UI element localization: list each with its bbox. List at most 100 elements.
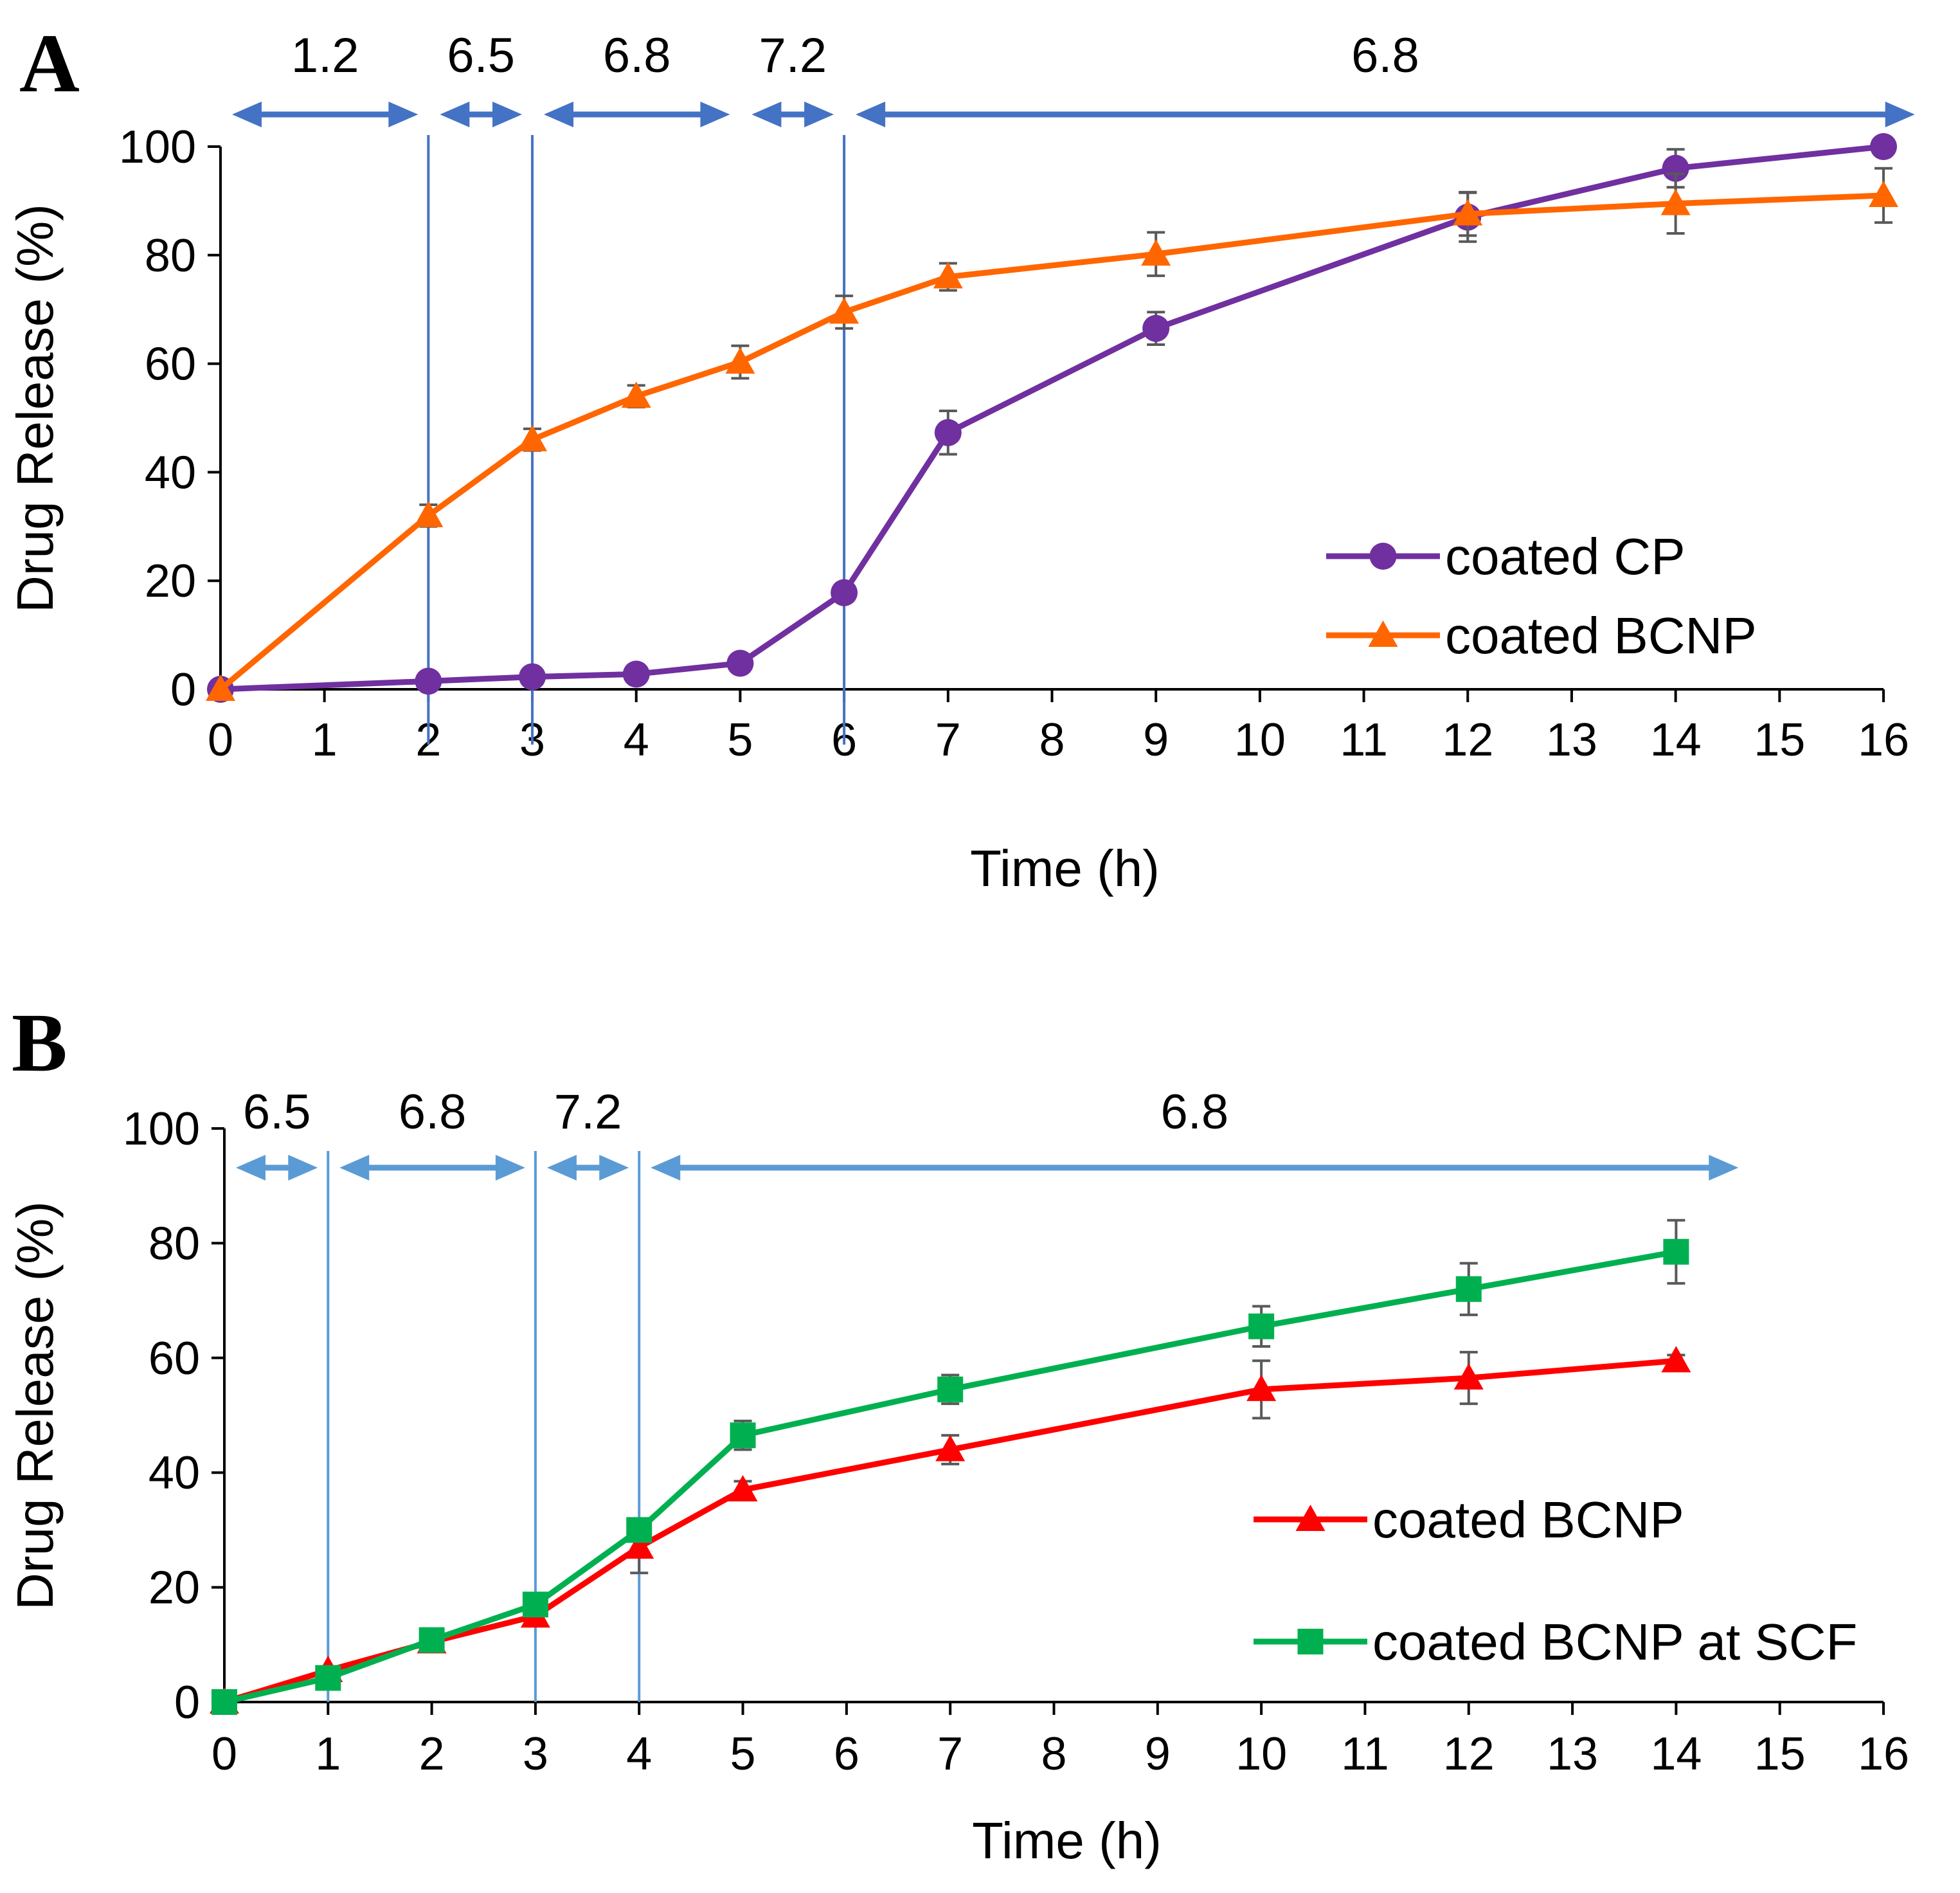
legend-label: coated CP (1445, 528, 1686, 585)
data-point-marker (1248, 1313, 1275, 1339)
x-tick-label: 7 (935, 714, 961, 766)
x-tick-label: 2 (419, 1728, 445, 1780)
ph-arrow-head-right (495, 1155, 525, 1181)
x-tick-label: 14 (1650, 714, 1702, 766)
x-tick-label: 4 (626, 1728, 652, 1780)
ph-label: 6.8 (399, 1085, 467, 1139)
ph-label: 6.8 (1351, 28, 1419, 83)
y-tick-label: 0 (170, 664, 196, 716)
x-tick-label: 7 (937, 1728, 963, 1780)
ph-arrow-head-left (232, 102, 262, 127)
y-tick-label: 80 (148, 1218, 200, 1269)
x-tick-label: 5 (727, 714, 753, 766)
x-tick-label: 9 (1145, 1728, 1171, 1780)
x-tick-label: 0 (211, 1728, 237, 1780)
data-point-marker (1455, 1276, 1482, 1302)
data-point-marker (517, 424, 548, 451)
data-point-marker (418, 1627, 445, 1653)
y-tick-label: 60 (148, 1333, 200, 1384)
ph-arrow-head-left (236, 1155, 265, 1181)
data-point-marker (622, 660, 650, 688)
data-point-marker (519, 663, 546, 691)
x-tick-label: 14 (1650, 1728, 1702, 1780)
ph-arrow-head-left (856, 102, 886, 127)
data-point-marker (933, 262, 963, 289)
data-point-marker (211, 1689, 237, 1715)
ph-arrow-head-left (546, 1155, 577, 1181)
ph-arrow-head-right (700, 102, 730, 127)
data-point-marker (1295, 1505, 1326, 1531)
data-point-marker (1660, 188, 1691, 215)
y-tick-label: 20 (145, 556, 196, 607)
x-tick-label: 8 (1039, 714, 1065, 766)
x-tick-label: 0 (208, 714, 233, 766)
ph-label: 6.8 (1160, 1085, 1228, 1139)
x-tick-label: 9 (1143, 714, 1169, 766)
data-point-marker (415, 667, 442, 695)
ph-arrow-head-left (651, 1155, 681, 1181)
data-point-marker (1246, 1374, 1277, 1401)
legend-entry: coated CP (1326, 528, 1686, 585)
x-tick-label: 15 (1754, 1728, 1806, 1780)
ph-arrow-head-right (1709, 1155, 1739, 1181)
data-point-marker (1869, 180, 1898, 207)
data-point-marker (937, 1376, 964, 1402)
x-tick-label: 11 (1340, 714, 1388, 766)
data-point-marker (728, 1474, 758, 1501)
data-point-marker (1297, 1629, 1324, 1654)
data-point-marker (1870, 133, 1897, 160)
data-point-marker (1661, 1346, 1691, 1373)
data-point-marker (935, 1435, 966, 1462)
data-point-marker (726, 649, 754, 677)
legend-entry: coated BCNP (1254, 1491, 1684, 1548)
panel-label: A (19, 17, 80, 110)
ph-label: 7.2 (554, 1085, 622, 1139)
ph-arrow-head-right (599, 1155, 629, 1181)
y-axis-title: Drug Release (%) (6, 204, 64, 613)
x-tick-label: 16 (1858, 714, 1909, 766)
data-point-marker (730, 1422, 756, 1449)
x-tick-label: 12 (1442, 714, 1493, 766)
data-point-marker (522, 1591, 548, 1618)
data-point-marker (315, 1665, 341, 1691)
data-point-marker (725, 347, 755, 374)
ph-label: 7.2 (759, 28, 827, 83)
y-tick-label: 60 (145, 339, 196, 390)
data-point-marker (624, 1532, 654, 1559)
x-tick-label: 10 (1234, 714, 1286, 766)
ph-label: 1.2 (291, 28, 359, 83)
ph-arrow-head-left (440, 102, 470, 127)
x-tick-label: 6 (834, 1728, 859, 1780)
panel-label: B (12, 997, 67, 1089)
data-point-marker (1141, 239, 1171, 266)
y-tick-label: 40 (145, 447, 196, 498)
legend-label: coated BCNP (1445, 607, 1757, 664)
series-coated-bcnp (206, 167, 1898, 701)
data-point-marker (413, 500, 444, 527)
ph-arrow-head-left (751, 102, 782, 127)
ph-arrow-head-right (804, 102, 834, 127)
data-point-marker (1662, 154, 1689, 182)
x-tick-label: 8 (1041, 1728, 1066, 1780)
x-tick-label: 13 (1546, 714, 1597, 766)
x-tick-label: 11 (1341, 1728, 1389, 1780)
ph-label: 6.5 (447, 28, 515, 83)
x-tick-label: 5 (730, 1728, 756, 1780)
x-tick-label: 3 (523, 1728, 548, 1780)
data-point-marker (1368, 620, 1398, 647)
data-point-marker (1369, 543, 1397, 570)
ph-arrow-head-right (288, 1155, 318, 1181)
data-point-marker (831, 579, 858, 606)
x-tick-label: 13 (1547, 1728, 1598, 1780)
ph-arrow-head-left (544, 102, 574, 127)
ph-arrow-head-right (492, 102, 523, 127)
data-point-marker (1453, 199, 1483, 226)
y-tick-label: 0 (174, 1677, 200, 1728)
x-tick-label: 4 (624, 714, 649, 766)
x-tick-label: 1 (312, 714, 337, 766)
ph-label: 6.8 (603, 28, 671, 83)
y-tick-label: 100 (123, 1103, 200, 1155)
y-tick-label: 20 (148, 1562, 200, 1614)
